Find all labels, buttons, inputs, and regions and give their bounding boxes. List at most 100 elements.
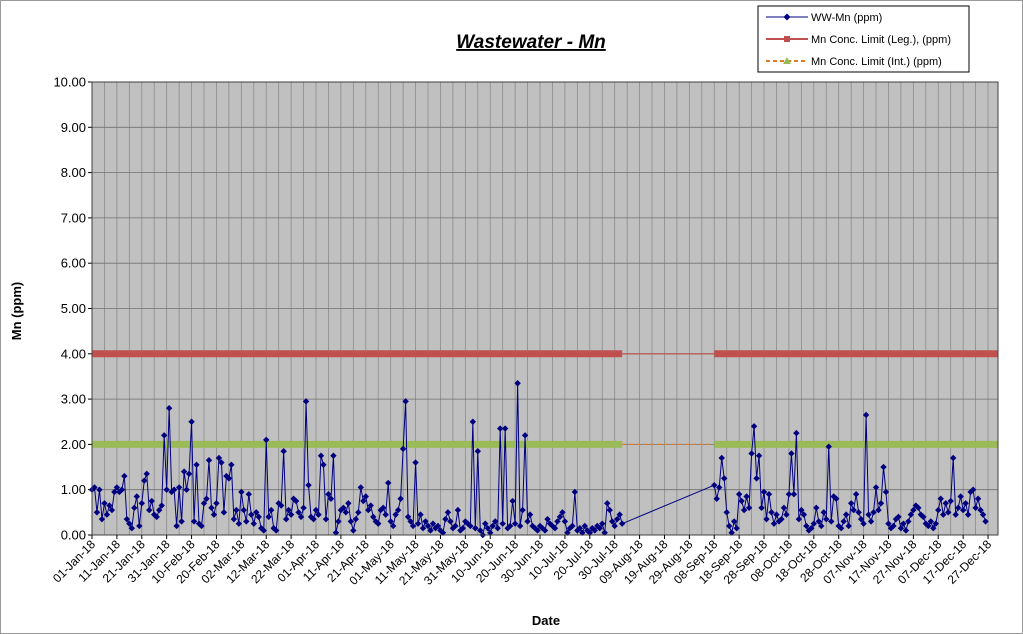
- data-point: [937, 495, 944, 502]
- data-point: [156, 506, 163, 514]
- data-point: [412, 459, 419, 466]
- data-point: [504, 525, 511, 532]
- data-point: [123, 515, 131, 523]
- data-point: [813, 504, 820, 512]
- data-point: [574, 527, 581, 534]
- data-point: [203, 495, 210, 502]
- data-point: [389, 522, 397, 530]
- data-point: [788, 450, 795, 457]
- data-point: [561, 518, 569, 525]
- data-point: [541, 527, 549, 534]
- data-point: [218, 459, 225, 466]
- data-point: [195, 520, 203, 527]
- y-tick-label: 0.00: [61, 528, 86, 543]
- data-point: [444, 509, 452, 516]
- data-point: [469, 418, 477, 425]
- data-point: [793, 429, 800, 437]
- data-point: [302, 398, 310, 405]
- data-point: [200, 500, 208, 507]
- data-point: [586, 529, 594, 536]
- data-point: [474, 447, 481, 455]
- data-point: [357, 484, 365, 491]
- data-point: [345, 500, 352, 507]
- data-point: [442, 515, 449, 523]
- data-point: [205, 457, 213, 464]
- data-point: [753, 475, 760, 482]
- data-point: [454, 506, 462, 514]
- data-point: [327, 495, 335, 502]
- data-point: [977, 506, 984, 514]
- data-point: [91, 484, 98, 491]
- data-point: [825, 443, 832, 450]
- y-tick-label: 1.00: [61, 482, 86, 497]
- data-point: [317, 452, 325, 459]
- data-point: [337, 506, 345, 514]
- data-point: [365, 506, 372, 514]
- data-point: [496, 425, 504, 432]
- data-point: [569, 522, 576, 530]
- data-point: [713, 495, 720, 502]
- data-point: [524, 518, 531, 525]
- y-tick-label: 9.00: [61, 120, 86, 135]
- data-point: [758, 504, 765, 512]
- data-point: [957, 493, 964, 500]
- data-point: [404, 513, 412, 521]
- data-point: [312, 506, 320, 514]
- data-point: [907, 511, 915, 518]
- data-point: [867, 518, 875, 525]
- data-point: [544, 515, 551, 523]
- data-point: [225, 475, 233, 482]
- data-point: [745, 504, 753, 512]
- data-point: [982, 518, 989, 525]
- data-point: [509, 497, 516, 505]
- data-point: [576, 525, 584, 532]
- data-point: [305, 481, 312, 489]
- data-point: [865, 511, 872, 518]
- data-point: [945, 509, 952, 516]
- data-point: [750, 423, 758, 430]
- legend-label-ww-mn: WW-Mn (ppm): [811, 12, 882, 24]
- data-point: [240, 506, 248, 514]
- data-point: [571, 488, 579, 496]
- data-point: [763, 515, 770, 523]
- data-point: [160, 432, 168, 439]
- data-point: [332, 529, 340, 536]
- data-point: [424, 522, 432, 530]
- data-point: [790, 491, 798, 498]
- data-point: [394, 506, 402, 514]
- data-point: [233, 506, 240, 514]
- data-point: [375, 520, 382, 527]
- data-point: [974, 495, 982, 502]
- data-point: [136, 522, 143, 530]
- data-point: [419, 525, 427, 532]
- data-point: [190, 518, 198, 525]
- data-point: [564, 529, 571, 536]
- data-point: [823, 515, 830, 523]
- data-point: [220, 509, 228, 516]
- x-axis-label: Date: [532, 613, 560, 628]
- data-point: [330, 452, 337, 459]
- data-point: [253, 509, 260, 516]
- data-point: [335, 518, 342, 525]
- data-point: [340, 504, 347, 512]
- data-point: [743, 493, 750, 500]
- data-point: [387, 518, 394, 525]
- data-point: [280, 447, 287, 455]
- data-point: [870, 509, 877, 516]
- data-point: [581, 522, 589, 530]
- data-point: [131, 504, 138, 512]
- data-point: [780, 504, 788, 512]
- data-point: [735, 491, 743, 498]
- data-point: [382, 511, 389, 518]
- data-point: [362, 493, 369, 500]
- legend-marker-int-limit: [783, 57, 791, 64]
- data-point: [828, 518, 835, 525]
- data-point: [932, 520, 939, 527]
- data-point: [566, 525, 574, 532]
- data-point: [268, 506, 275, 514]
- data-point: [738, 497, 745, 505]
- data-point: [599, 520, 606, 527]
- data-point: [501, 425, 509, 432]
- data-point: [277, 502, 285, 509]
- data-point: [927, 518, 934, 525]
